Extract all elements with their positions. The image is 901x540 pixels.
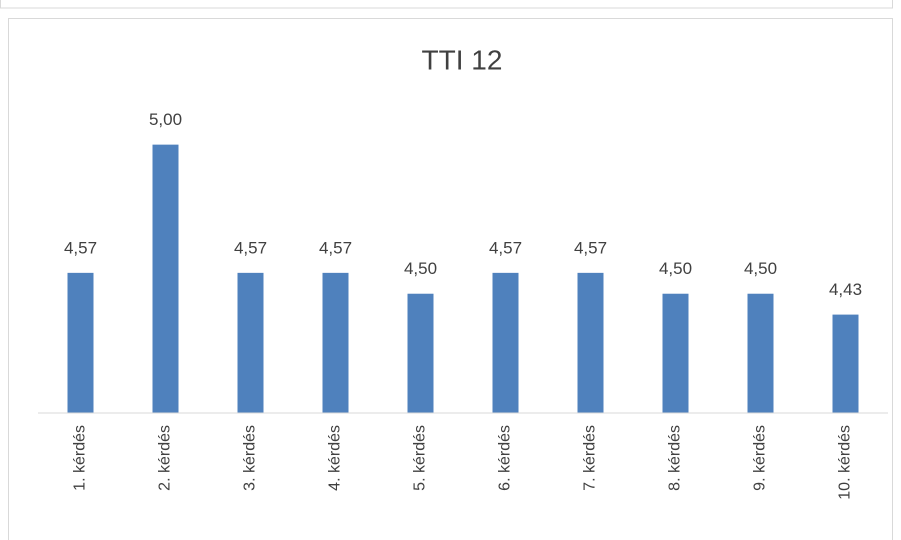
upper-frame [0, 0, 893, 9]
x-tick-label: 2. kérdés [157, 425, 174, 491]
x-tick-label: 3. kérdés [242, 425, 259, 491]
data-label: 4,50 [404, 259, 437, 278]
bar [747, 293, 774, 413]
x-tick-label: 5. kérdés [412, 425, 429, 491]
data-label: 4,57 [234, 238, 267, 257]
x-tick-label: 8. kérdés [667, 425, 684, 491]
bar [832, 314, 859, 413]
data-label: 4,57 [64, 238, 97, 257]
data-label: 4,57 [574, 238, 607, 257]
bar [407, 293, 434, 413]
bar [577, 272, 604, 413]
x-tick-label: 4. kérdés [327, 425, 344, 491]
bar [67, 272, 94, 413]
x-tick-label: 10. kérdés [837, 425, 854, 500]
x-tick-label: 9. kérdés [752, 425, 769, 491]
x-tick-label: 7. kérdés [582, 425, 599, 491]
bar [322, 272, 349, 413]
x-tick-label: 6. kérdés [497, 425, 514, 491]
bar [152, 144, 179, 414]
data-label: 4,43 [829, 280, 862, 299]
bar [237, 272, 264, 413]
data-label: 4,50 [744, 259, 777, 278]
chart-title: TTI 12 [422, 44, 503, 75]
data-label: 4,57 [489, 238, 522, 257]
data-label: 5,00 [149, 110, 182, 129]
data-label: 4,50 [659, 259, 692, 278]
bar [662, 293, 689, 413]
x-tick-label: 1. kérdés [72, 425, 89, 491]
bar [492, 272, 519, 413]
data-label: 4,57 [319, 238, 352, 257]
